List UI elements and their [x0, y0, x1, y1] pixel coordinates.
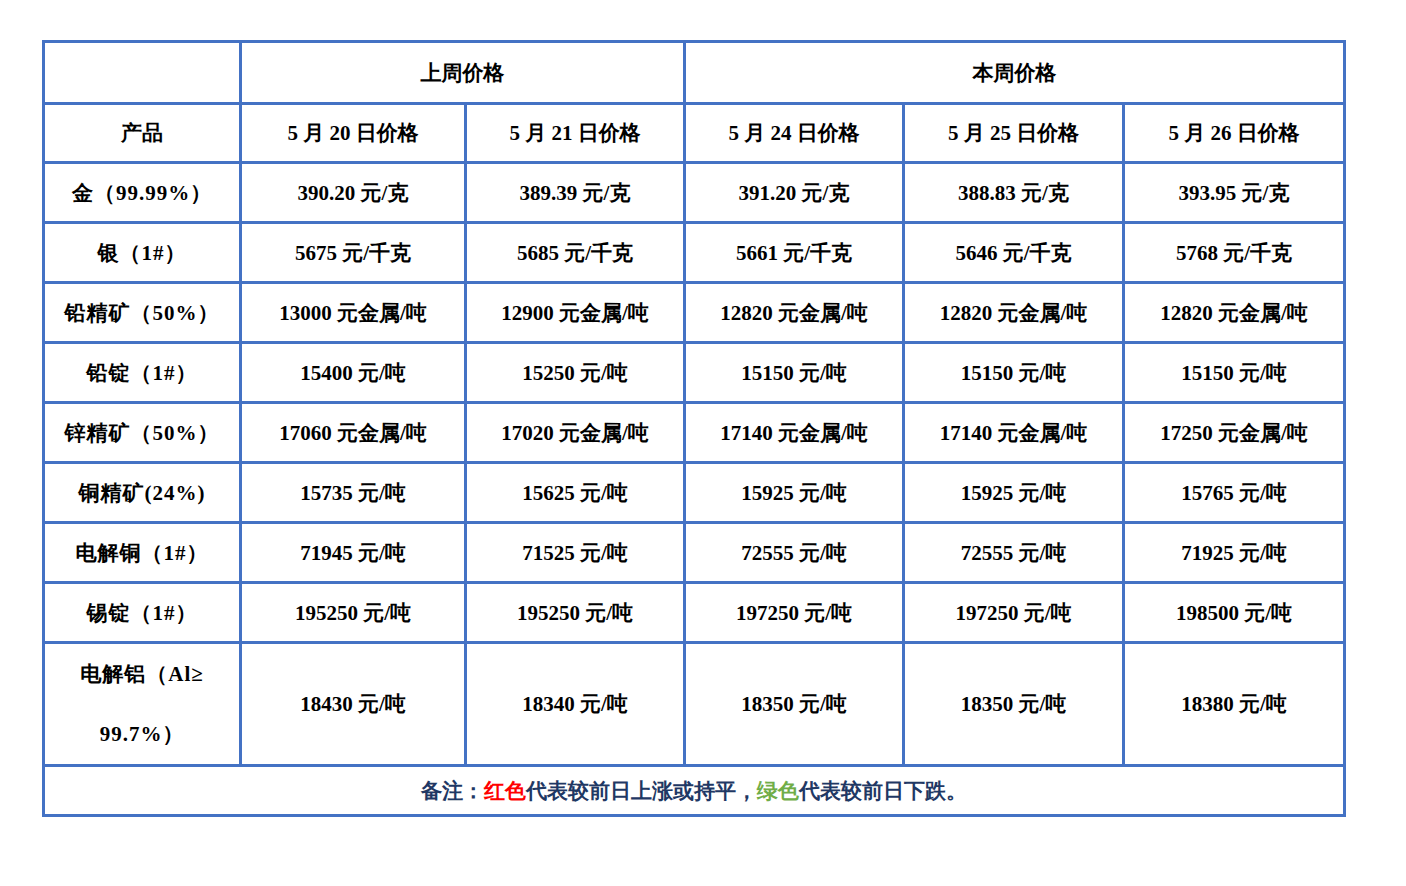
price-cell: 197250 元/吨 — [904, 583, 1124, 643]
price-cell: 5768 元/千克 — [1124, 223, 1345, 283]
product-name: 锡锭（1#） — [44, 583, 241, 643]
price-cell: 12900 元金属/吨 — [466, 283, 685, 343]
price-cell: 5675 元/千克 — [241, 223, 466, 283]
price-cell: 12820 元金属/吨 — [904, 283, 1124, 343]
price-cell: 18430 元/吨 — [241, 643, 466, 766]
price-cell: 17140 元金属/吨 — [685, 403, 904, 463]
week-header-row: 上周价格 本周价格 — [44, 42, 1345, 104]
price-cell: 15925 元/吨 — [685, 463, 904, 523]
price-cell: 15150 元/吨 — [1124, 343, 1345, 403]
price-cell: 17140 元金属/吨 — [904, 403, 1124, 463]
date-header-may20: 5 月 20 日价格 — [241, 104, 466, 163]
price-cell: 12820 元金属/吨 — [1124, 283, 1345, 343]
price-cell: 18350 元/吨 — [685, 643, 904, 766]
table-row-tin-ingot: 锡锭（1#） 195250 元/吨 195250 元/吨 197250 元/吨 … — [44, 583, 1345, 643]
this-week-header: 本周价格 — [685, 42, 1345, 104]
price-cell: 13000 元金属/吨 — [241, 283, 466, 343]
price-cell: 198500 元/吨 — [1124, 583, 1345, 643]
footnote-cell: 备注：红色代表较前日上涨或持平，绿色代表较前日下跌。 — [44, 766, 1345, 816]
price-cell: 18340 元/吨 — [466, 643, 685, 766]
product-name: 铅锭（1#） — [44, 343, 241, 403]
product-name: 锌精矿（50%） — [44, 403, 241, 463]
table-row-copper-concentrate: 铜精矿(24%) 15735 元/吨 15625 元/吨 15925 元/吨 1… — [44, 463, 1345, 523]
price-cell: 5661 元/千克 — [685, 223, 904, 283]
footnote-red-word: 红色 — [484, 779, 526, 803]
product-column-header: 产品 — [44, 104, 241, 163]
price-cell: 390.20 元/克 — [241, 163, 466, 223]
price-cell: 71945 元/吨 — [241, 523, 466, 583]
footnote-green-meaning: 代表较前日下跌。 — [799, 779, 967, 803]
price-cell: 5685 元/千克 — [466, 223, 685, 283]
metal-price-table: 上周价格 本周价格 产品 5 月 20 日价格 5 月 21 日价格 5 月 2… — [42, 40, 1346, 817]
date-header-row: 产品 5 月 20 日价格 5 月 21 日价格 5 月 24 日价格 5 月 … — [44, 104, 1345, 163]
table-row-electrolytic-aluminum: 电解铝（Al≥ 99.7%） 18430 元/吨 18340 元/吨 18350… — [44, 643, 1345, 766]
footnote-prefix: 备注： — [421, 779, 484, 803]
footnote-green-word: 绿色 — [757, 779, 799, 803]
price-cell: 72555 元/吨 — [685, 523, 904, 583]
table-row-gold: 金（99.99%） 390.20 元/克 389.39 元/克 391.20 元… — [44, 163, 1345, 223]
table-row-zinc-concentrate: 锌精矿（50%） 17060 元金属/吨 17020 元金属/吨 17140 元… — [44, 403, 1345, 463]
price-cell: 15765 元/吨 — [1124, 463, 1345, 523]
price-cell: 15400 元/吨 — [241, 343, 466, 403]
price-cell: 17020 元金属/吨 — [466, 403, 685, 463]
price-cell: 5646 元/千克 — [904, 223, 1124, 283]
price-cell: 389.39 元/克 — [466, 163, 685, 223]
price-cell: 15250 元/吨 — [466, 343, 685, 403]
price-cell: 18350 元/吨 — [904, 643, 1124, 766]
price-cell: 15625 元/吨 — [466, 463, 685, 523]
price-cell: 195250 元/吨 — [241, 583, 466, 643]
table-row-lead-ingot: 铅锭（1#） 15400 元/吨 15250 元/吨 15150 元/吨 151… — [44, 343, 1345, 403]
product-name: 金（99.99%） — [44, 163, 241, 223]
product-name: 铜精矿(24%) — [44, 463, 241, 523]
price-cell: 71525 元/吨 — [466, 523, 685, 583]
price-cell: 18380 元/吨 — [1124, 643, 1345, 766]
price-cell: 391.20 元/克 — [685, 163, 904, 223]
date-header-may25: 5 月 25 日价格 — [904, 104, 1124, 163]
price-cell: 15150 元/吨 — [685, 343, 904, 403]
product-name: 电解铝（Al≥ 99.7%） — [44, 643, 241, 766]
footnote-row: 备注：红色代表较前日上涨或持平，绿色代表较前日下跌。 — [44, 766, 1345, 816]
price-cell: 71925 元/吨 — [1124, 523, 1345, 583]
last-week-header: 上周价格 — [241, 42, 685, 104]
product-name: 银（1#） — [44, 223, 241, 283]
price-table-container: 上周价格 本周价格 产品 5 月 20 日价格 5 月 21 日价格 5 月 2… — [42, 40, 1346, 817]
price-cell: 195250 元/吨 — [466, 583, 685, 643]
price-cell: 17060 元金属/吨 — [241, 403, 466, 463]
date-header-may24: 5 月 24 日价格 — [685, 104, 904, 163]
date-header-may21: 5 月 21 日价格 — [466, 104, 685, 163]
price-cell: 17250 元金属/吨 — [1124, 403, 1345, 463]
price-cell: 15150 元/吨 — [904, 343, 1124, 403]
corner-empty-cell — [44, 42, 241, 104]
product-name: 电解铜（1#） — [44, 523, 241, 583]
table-row-electrolytic-copper: 电解铜（1#） 71945 元/吨 71525 元/吨 72555 元/吨 72… — [44, 523, 1345, 583]
table-row-silver: 银（1#） 5675 元/千克 5685 元/千克 5661 元/千克 5646… — [44, 223, 1345, 283]
price-cell: 72555 元/吨 — [904, 523, 1124, 583]
price-cell: 197250 元/吨 — [685, 583, 904, 643]
table-row-lead-concentrate: 铅精矿（50%） 13000 元金属/吨 12900 元金属/吨 12820 元… — [44, 283, 1345, 343]
price-cell: 388.83 元/克 — [904, 163, 1124, 223]
price-cell: 12820 元金属/吨 — [685, 283, 904, 343]
product-name: 铅精矿（50%） — [44, 283, 241, 343]
price-cell: 15925 元/吨 — [904, 463, 1124, 523]
price-cell: 393.95 元/克 — [1124, 163, 1345, 223]
price-cell: 15735 元/吨 — [241, 463, 466, 523]
footnote-red-meaning: 代表较前日上涨或持平， — [526, 779, 757, 803]
date-header-may26: 5 月 26 日价格 — [1124, 104, 1345, 163]
